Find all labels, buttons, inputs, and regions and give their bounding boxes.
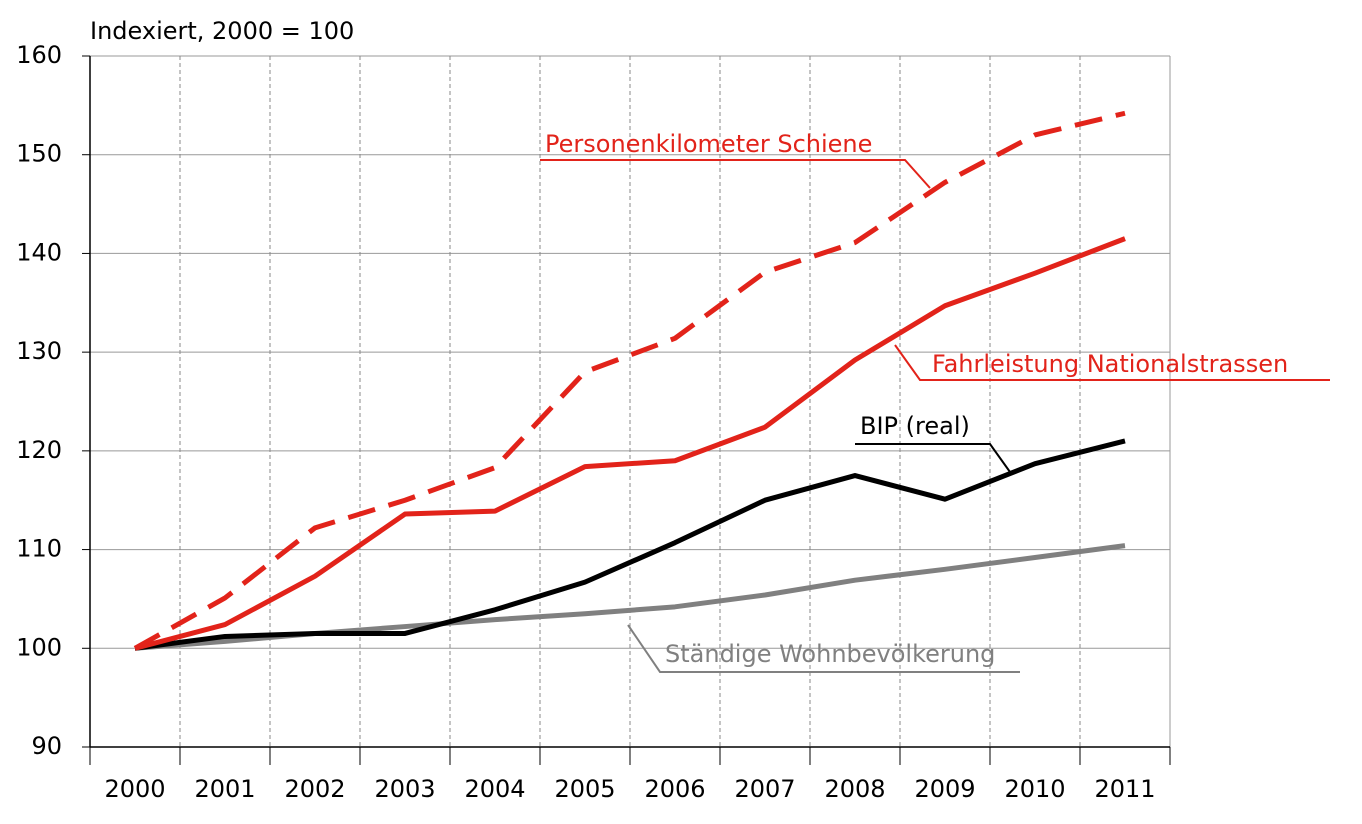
x-tick-label: 2007 [734,775,795,803]
x-tick-label: 2011 [1094,775,1155,803]
label-leader [540,159,931,189]
series-line [134,438,1126,651]
y-axis-title: Indexiert, 2000 = 100 [90,17,354,45]
series-line [134,236,1126,651]
x-tick-label: 2005 [554,775,615,803]
series-label: Ständige Wohnbevölkerung [665,640,995,668]
x-tick-label: 2000 [104,775,165,803]
y-tick-label: 120 [16,436,62,464]
y-tick-label: 130 [16,337,62,365]
y-tick-label: 140 [16,238,62,266]
x-tick-label: 2001 [194,775,255,803]
label-leader [894,344,1330,381]
series-label: BIP (real) [860,412,970,440]
y-tick-label: 100 [16,633,62,661]
y-tick-label: 110 [16,535,62,563]
x-tick-label: 2004 [464,775,525,803]
x-tick-label: 2009 [914,775,975,803]
series-label: Fahrleistung Nationalstrassen [932,350,1288,378]
label-leader [627,624,1020,673]
x-tick-label: 2008 [824,775,885,803]
x-tick-label: 2006 [644,775,705,803]
y-tick-label: 160 [16,41,62,69]
y-tick-label: 90 [31,732,62,760]
x-tick-label: 2010 [1004,775,1065,803]
label-leader [855,443,1011,473]
x-tick-label: 2003 [374,775,435,803]
x-tick-label: 2002 [284,775,345,803]
y-tick-label: 150 [16,140,62,168]
series-label: Personenkilometer Schiene [545,130,872,158]
series-line [133,110,1126,651]
